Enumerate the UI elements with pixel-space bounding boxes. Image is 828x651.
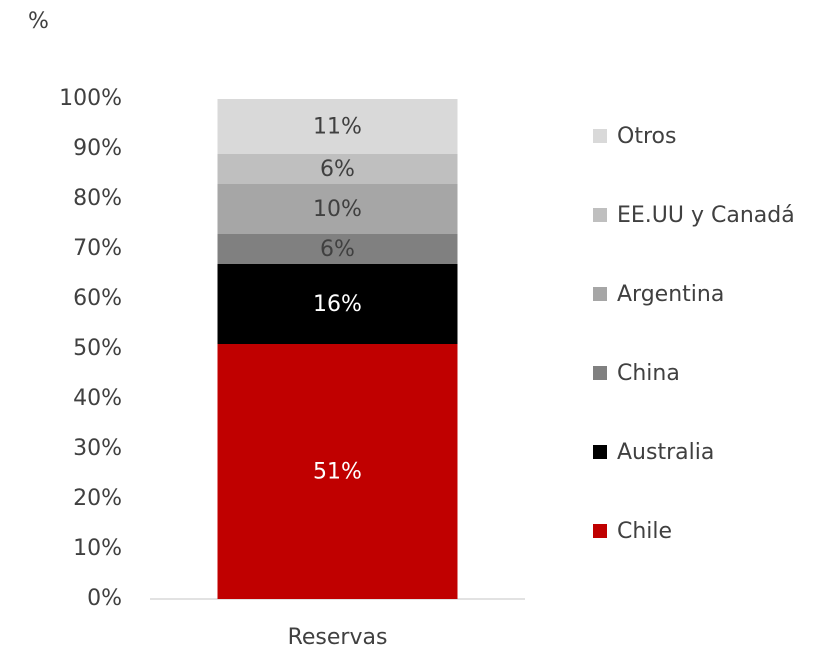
data-label: 51%	[313, 460, 362, 485]
y-tick-label: 90%	[73, 136, 122, 161]
data-label: 16%	[313, 292, 362, 317]
legend-label: Otros	[617, 124, 676, 149]
bar-segment	[217, 184, 458, 234]
legend-label: EE.UU y Canadá	[617, 203, 795, 228]
bar-segment	[217, 234, 458, 264]
data-label: 6%	[320, 157, 355, 182]
legend-swatch	[593, 445, 607, 459]
x-tick-label: Reservas	[288, 625, 388, 650]
y-tick-label: 40%	[73, 386, 122, 411]
legend-swatch	[593, 287, 607, 301]
y-tick-label: 20%	[73, 486, 122, 511]
y-tick-label: 0%	[87, 586, 122, 611]
y-tick-label: 50%	[73, 336, 122, 361]
legend-label: Australia	[617, 440, 714, 465]
legend-swatch	[593, 366, 607, 380]
data-label: 11%	[313, 115, 362, 140]
y-tick-label: 60%	[73, 286, 122, 311]
legend-swatch	[593, 129, 607, 143]
data-label: 6%	[320, 237, 355, 262]
y-tick-label: 30%	[73, 436, 122, 461]
y-tick-label: 10%	[73, 536, 122, 561]
legend-label: China	[617, 361, 680, 386]
legend-swatch	[593, 524, 607, 538]
legend-swatch	[593, 208, 607, 222]
y-tick-label: 100%	[59, 86, 122, 111]
legend-label: Chile	[617, 519, 672, 544]
bar-segment	[217, 154, 458, 184]
y-tick-label: 80%	[73, 186, 122, 211]
legend-label: Argentina	[617, 282, 724, 307]
bar-segment	[217, 344, 458, 599]
data-label: 10%	[313, 197, 362, 222]
bar-segment	[217, 99, 458, 154]
y-tick-label: 70%	[73, 236, 122, 261]
bar-segment	[217, 264, 458, 344]
y-axis-label: %	[28, 9, 49, 34]
